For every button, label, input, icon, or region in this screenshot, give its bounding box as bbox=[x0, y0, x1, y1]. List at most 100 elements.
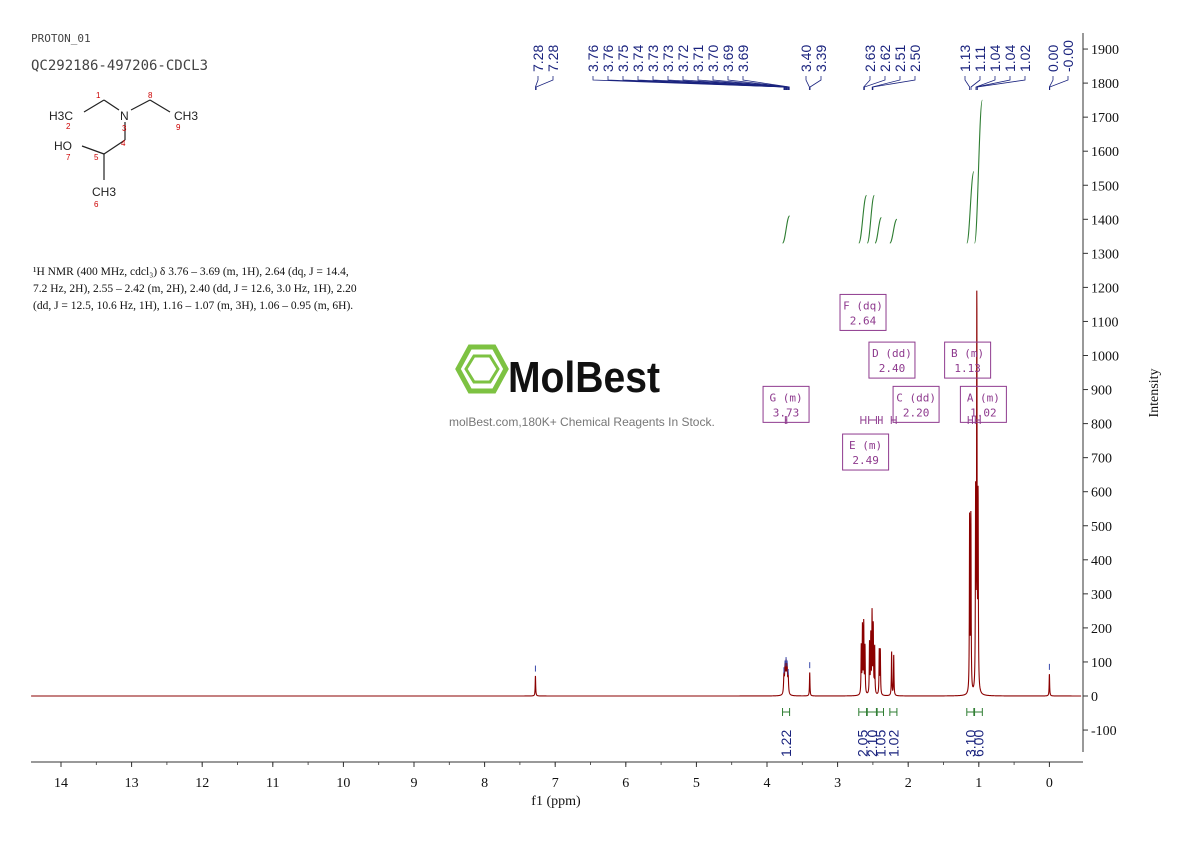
peak-label-leader bbox=[964, 76, 971, 90]
multiplet-label: G (m) bbox=[769, 391, 802, 404]
x-tick-label: 0 bbox=[1046, 776, 1053, 791]
multiplet-shift: 2.40 bbox=[879, 362, 906, 375]
x-tick-label: 11 bbox=[266, 776, 279, 791]
x-tick-label: 12 bbox=[195, 776, 209, 791]
structure-label: H3C bbox=[49, 109, 73, 123]
x-axis-label: f1 (ppm) bbox=[531, 794, 581, 809]
peak-label: -0.00 bbox=[1060, 40, 1076, 72]
y-tick-label: 1200 bbox=[1091, 281, 1119, 296]
peak-label-leader bbox=[637, 76, 786, 90]
peak-label: 1.02 bbox=[1017, 45, 1033, 72]
y-tick-label: 100 bbox=[1091, 656, 1112, 671]
multiplet-box bbox=[839, 293, 887, 331]
peak-label-leader bbox=[970, 76, 981, 90]
y-tick-label: 300 bbox=[1091, 588, 1112, 603]
molbest-watermark: MolBest molBest.com,180K+ Chemical Reage… bbox=[449, 344, 715, 429]
x-tick-label: 13 bbox=[125, 776, 139, 791]
spectrum-line bbox=[31, 290, 1082, 697]
x-tick-label: 7 bbox=[552, 776, 559, 791]
y-tick-label: 1700 bbox=[1091, 111, 1119, 126]
peak-label: 1.04 bbox=[987, 45, 1003, 72]
y-tick-label: 700 bbox=[1091, 452, 1112, 467]
nmr-description-line: 7.2 Hz, 2H), 2.55 – 2.42 (m, 2H), 2.40 (… bbox=[33, 283, 357, 295]
atom-number: 1 bbox=[96, 91, 101, 100]
peak-label-leader bbox=[809, 76, 822, 90]
peak-label-leader bbox=[682, 76, 788, 90]
y-tick-label: 1100 bbox=[1091, 315, 1118, 330]
peak-label: 1.11 bbox=[972, 46, 988, 72]
multiplet-box bbox=[868, 341, 916, 379]
x-tick-label: 8 bbox=[481, 776, 488, 791]
multiplet-box bbox=[842, 433, 890, 471]
structure-label: N bbox=[120, 109, 129, 123]
peak-label: 3.69 bbox=[735, 45, 751, 72]
peak-label: 1.13 bbox=[957, 45, 973, 72]
peak-label-leader bbox=[742, 76, 790, 90]
multiplet-label: E (m) bbox=[849, 439, 882, 452]
x-tick-label: 2 bbox=[905, 776, 912, 791]
atom-number: 8 bbox=[148, 91, 153, 100]
peak-label-leader bbox=[1049, 76, 1069, 90]
atom-number: 6 bbox=[94, 200, 99, 209]
integral-value: 2.05 bbox=[855, 730, 871, 757]
multiplet-box bbox=[944, 341, 992, 379]
atom-number: 5 bbox=[94, 153, 99, 162]
multiplet-shift: 1.02 bbox=[970, 406, 997, 419]
y-tick-label: 600 bbox=[1091, 486, 1112, 501]
integral-value: 1.02 bbox=[885, 730, 901, 757]
file-name: PROTON_01 bbox=[31, 32, 91, 45]
x-tick-label: 9 bbox=[411, 776, 418, 791]
peak-label-leader bbox=[535, 76, 539, 90]
molbest-brand: MolBest bbox=[508, 353, 660, 402]
x-tick-label: 6 bbox=[622, 776, 629, 791]
x-tick-label: 4 bbox=[764, 776, 771, 791]
peak-label-leader bbox=[975, 76, 996, 90]
y-tick-label: 200 bbox=[1091, 622, 1112, 637]
sample-id: QC292186-497206-CDCL3 bbox=[31, 58, 208, 74]
peak-label: 7.28 bbox=[545, 45, 561, 72]
peak-label-leader bbox=[976, 76, 1026, 90]
peak-label: 3.40 bbox=[798, 45, 814, 72]
y-tick-label: 1300 bbox=[1091, 247, 1119, 262]
peak-label: 7.28 bbox=[530, 45, 546, 72]
peak-label-leader bbox=[697, 76, 788, 90]
integral-value: 1.22 bbox=[778, 730, 794, 757]
peak-label: 3.39 bbox=[813, 45, 829, 72]
integral-value: 2.10 bbox=[864, 730, 880, 757]
plot-layer: 14 13 12 11 10 9 8 7 6 5 4 3 2 1 0-1000100200300400500… bbox=[31, 33, 1119, 791]
structure-label: CH3 bbox=[92, 185, 116, 199]
y-axis-label: Intensity bbox=[1147, 369, 1162, 418]
multiplet-shift: 2.64 bbox=[850, 314, 877, 327]
structure-label: HO bbox=[54, 139, 72, 153]
peak-label: 3.70 bbox=[705, 45, 721, 72]
molbest-logo-icon bbox=[455, 344, 509, 394]
atom-number: 9 bbox=[176, 123, 181, 132]
peak-label: 3.76 bbox=[600, 45, 616, 72]
peak-label: 3.73 bbox=[660, 45, 676, 72]
x-tick-label: 10 bbox=[336, 776, 350, 791]
peak-label-leader bbox=[864, 76, 886, 90]
peak-label: 2.62 bbox=[877, 45, 893, 72]
peak-label-leader bbox=[805, 76, 810, 90]
peak-label: 3.74 bbox=[630, 45, 646, 72]
integral-curve bbox=[874, 217, 882, 244]
peak-label: 3.75 bbox=[615, 45, 631, 72]
peak-label-leader bbox=[975, 76, 1011, 90]
atom-number: 4 bbox=[121, 139, 126, 148]
integral-value: 6.00 bbox=[970, 730, 986, 757]
peak-label: 3.69 bbox=[720, 45, 736, 72]
y-tick-label: 1800 bbox=[1091, 77, 1119, 92]
chemical-structure: H3C N CH3 HO CH3 1 2 3 4 5 6 7 8 9 bbox=[49, 91, 198, 209]
peak-label: 2.50 bbox=[907, 45, 923, 72]
integral-value: 3.10 bbox=[962, 730, 978, 757]
atom-number: 3 bbox=[122, 124, 127, 133]
multiplet-label: A (m) bbox=[967, 391, 1000, 404]
integral-curve bbox=[781, 215, 791, 244]
multiplet-label: C (dd) bbox=[896, 391, 936, 404]
y-tick-label: 900 bbox=[1091, 384, 1112, 399]
multiplet-box bbox=[762, 385, 810, 423]
multiplet-shift: 2.49 bbox=[852, 454, 879, 467]
peak-label: 3.76 bbox=[585, 45, 601, 72]
atom-number: 7 bbox=[66, 153, 71, 162]
